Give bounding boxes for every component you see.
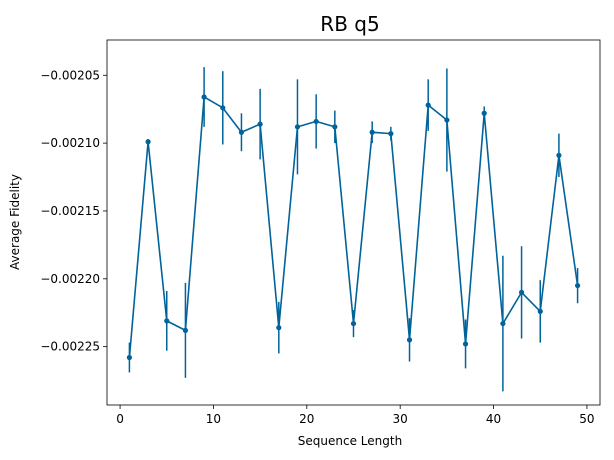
x-tick-label: 0	[116, 412, 124, 426]
data-point	[350, 320, 357, 327]
data-point	[257, 121, 263, 127]
x-tick-label: 30	[393, 412, 408, 426]
data-point	[556, 152, 562, 158]
chart-title: RB q5	[320, 12, 379, 36]
data-point	[332, 124, 338, 130]
data-point	[406, 337, 413, 343]
data-point	[369, 129, 375, 135]
y-tick-label: −0.00210	[40, 136, 100, 150]
x-tick-label: 10	[206, 412, 221, 426]
data-point	[313, 118, 319, 125]
plot-marks	[126, 67, 581, 392]
data-point	[444, 117, 450, 123]
x-tick-label: 20	[299, 412, 314, 426]
data-point	[481, 110, 487, 116]
data-point	[201, 94, 207, 100]
data-point	[238, 129, 245, 135]
data-point	[164, 318, 170, 324]
series-line	[128, 96, 579, 358]
y-tick-label: −0.00205	[40, 68, 100, 82]
data-point	[126, 354, 133, 361]
data-point	[500, 320, 506, 327]
y-tick-label: −0.00215	[40, 204, 100, 218]
y-tick-label: −0.00220	[40, 272, 100, 286]
plot-frame	[106, 39, 601, 406]
x-axis-label: Sequence Length	[298, 434, 402, 448]
data-point	[145, 139, 151, 145]
data-point	[276, 325, 282, 331]
x-tick-label: 50	[579, 412, 594, 426]
data-point	[388, 131, 394, 137]
data-point	[182, 327, 189, 333]
y-tick-label: −0.00225	[40, 340, 100, 354]
data-point	[220, 105, 226, 111]
x-tick-label: 40	[486, 412, 501, 426]
data-point	[537, 308, 543, 314]
data-point	[462, 341, 469, 347]
axis-ticks: 0 10 20 30 40 50 −0.00225 −0.00220 −0.00215 −0.00…	[40, 68, 594, 426]
data-point	[294, 124, 301, 130]
data-point	[574, 282, 581, 289]
y-axis-label: Average Fidelity	[8, 174, 22, 270]
data-point	[518, 289, 525, 295]
data-point	[425, 102, 431, 108]
